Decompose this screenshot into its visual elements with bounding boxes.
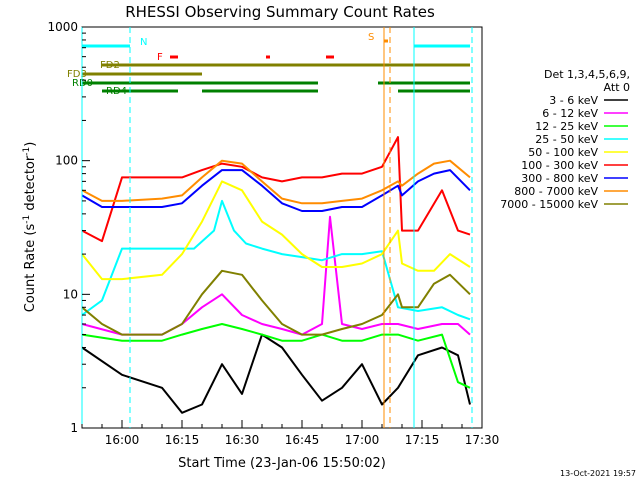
y-axis-label-main: Count Rate (s bbox=[23, 224, 38, 313]
flag-label-n: N bbox=[140, 37, 147, 48]
y-axis-label-sup1: -1 bbox=[22, 215, 32, 224]
x-tick-label-4: 17:00 bbox=[345, 433, 380, 447]
y-axis-label: Count Rate (s-1 detector-1) bbox=[22, 142, 38, 313]
y-axis-label-mid: detector bbox=[23, 155, 38, 215]
series-line-8 bbox=[81, 269, 471, 336]
series-line-0 bbox=[81, 333, 471, 414]
legend-label-4: 50 - 100 keV bbox=[528, 146, 598, 159]
legend-label-6: 300 - 800 keV bbox=[521, 172, 598, 185]
x-tick-label-1: 16:15 bbox=[165, 433, 200, 447]
markers-layer bbox=[81, 27, 473, 428]
series-line-2 bbox=[81, 323, 471, 389]
series-line-4 bbox=[81, 180, 471, 281]
series-line-7 bbox=[81, 159, 471, 205]
x-tick-label-2: 16:30 bbox=[225, 433, 260, 447]
legend-header-line2: Att 0 bbox=[604, 81, 630, 94]
legend-label-7: 800 - 7000 keV bbox=[514, 185, 598, 198]
legend-label-3: 25 - 50 keV bbox=[535, 133, 598, 146]
x-axis-label: Start Time (23-Jan-06 15:50:02) bbox=[178, 456, 386, 471]
axes-layer: 16:00 16:15 16:30 16:45 17:00 17:15 17:30 1 10 10… bbox=[47, 20, 499, 447]
flag-label-f: F bbox=[157, 52, 163, 63]
series-line-5 bbox=[81, 136, 471, 243]
y-tick-label-1: 10 bbox=[63, 287, 78, 301]
legend-header-line1: Det 1,3,4,5,6,9, bbox=[544, 68, 630, 81]
y-tick-label-0: 1 bbox=[70, 421, 78, 435]
series-line-6 bbox=[81, 169, 471, 212]
chart-title: RHESSI Observing Summary Count Rates bbox=[125, 3, 435, 21]
flag-label-fd2: FD2 bbox=[100, 60, 120, 71]
y-tick-label-2: 100 bbox=[55, 154, 78, 168]
y-axis-label-sup2: -1 bbox=[22, 147, 32, 156]
x-tick-label-6: 17:30 bbox=[465, 433, 500, 447]
x-tick-label-3: 16:45 bbox=[285, 433, 320, 447]
flag-label-rd0: RD0 bbox=[72, 78, 93, 89]
flag-label-fd3: FD3 bbox=[67, 69, 87, 80]
x-tick-label-5: 17:15 bbox=[405, 433, 440, 447]
y-tick-label-3: 1000 bbox=[47, 20, 78, 34]
y-axis-label-end: ) bbox=[23, 142, 38, 147]
x-tick-label-0: 16:00 bbox=[105, 433, 140, 447]
legend-label-8: 7000 - 15000 keV bbox=[500, 198, 598, 211]
plot-area bbox=[81, 26, 483, 429]
footer-date: 13-Oct-2021 19:57 bbox=[560, 469, 636, 478]
legend-label-1: 6 - 12 keV bbox=[542, 107, 598, 120]
series-line-3 bbox=[81, 199, 471, 321]
flag-label-s: S bbox=[368, 32, 374, 43]
legend-label-5: 100 - 300 keV bbox=[521, 159, 598, 172]
flag-label-rd4: RD4 bbox=[106, 86, 127, 97]
series-line-1 bbox=[81, 215, 471, 336]
legend-label-0: 3 - 6 keV bbox=[549, 94, 598, 107]
legend-label-2: 12 - 25 keV bbox=[535, 120, 598, 133]
traces-layer bbox=[81, 136, 471, 414]
